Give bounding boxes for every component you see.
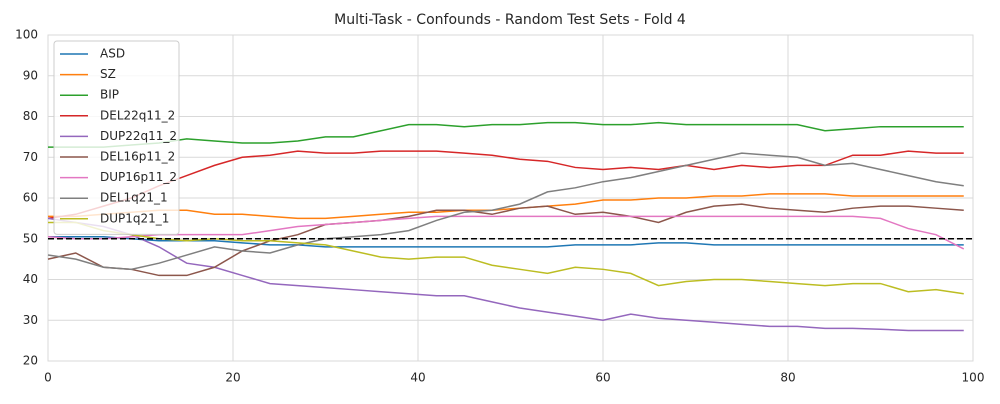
x-tick-label: 100	[962, 371, 985, 385]
plot-frame	[47, 34, 974, 362]
data-line	[48, 221, 964, 295]
y-tick-label: 70	[23, 150, 38, 164]
data-line	[48, 193, 964, 220]
x-tick-label: 20	[225, 371, 240, 385]
data-line	[47, 203, 964, 277]
chart-title: Multi-Task - Confounds - Random Test Set…	[334, 12, 686, 28]
y-tick-label: 100	[15, 28, 38, 42]
y-tick-label: 30	[23, 313, 38, 327]
data-line	[47, 217, 964, 332]
y-tick-label: 60	[23, 191, 38, 205]
x-tick-label: 40	[410, 371, 425, 385]
y-tick-label: 80	[23, 109, 38, 123]
x-tick-label: 0	[44, 371, 52, 385]
data-line	[48, 235, 964, 248]
x-tick-label: 60	[595, 371, 610, 385]
legend: ASD SZ BIP DEL22q11_2 DUP22q11_2 DEL16p11_2 DU…	[53, 40, 180, 235]
legend-label: SZ	[100, 67, 116, 81]
legend-box	[53, 40, 180, 235]
legend-label: DEL16p11_2	[100, 150, 175, 164]
legend-label: DEL1q21_1	[100, 191, 168, 205]
legend-label: DUP22q11_2	[100, 129, 177, 143]
data-line	[47, 150, 964, 220]
data-line	[47, 152, 964, 271]
y-tick-label: 90	[23, 68, 38, 82]
legend-label: DUP1q21_1	[100, 211, 169, 225]
legend-label: DEL22q11_2	[100, 108, 175, 122]
y-tick-label: 40	[23, 272, 38, 286]
legend-label: DUP16p11_2	[100, 170, 177, 184]
data-line	[48, 121, 964, 148]
legend-label: ASD	[100, 47, 125, 61]
y-tick-label: 50	[23, 231, 38, 245]
x-tick-label: 80	[780, 371, 795, 385]
data-line	[47, 215, 965, 250]
y-tick-label: 20	[23, 354, 38, 368]
legend-label: BIP	[100, 88, 119, 102]
